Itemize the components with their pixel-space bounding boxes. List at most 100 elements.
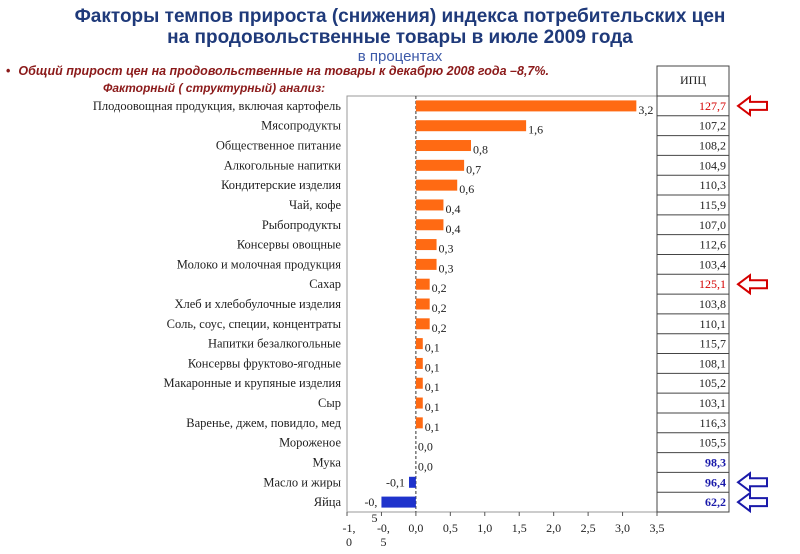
value-label: 5 [371,511,377,525]
value-label: -0, [364,495,377,509]
ipc-value: 103,8 [699,297,726,311]
value-label: 3,2 [638,103,653,117]
category-label: Консервы фруктово-ягодные [188,356,342,370]
bar [415,417,423,429]
value-label: 0,8 [473,143,488,157]
x-tick-label: 0 [346,535,352,549]
ipc-table [656,65,730,513]
value-label: 0,1 [425,420,440,434]
ipc-value: 107,2 [699,119,726,133]
chart-title-line-1: Факторы темпов прироста (снижения) индек… [74,6,726,27]
blue-arrow-left-icon [736,491,768,514]
category-label: Соль, соус, специи, концентраты [167,317,342,331]
ipc-value: 107,0 [699,218,726,232]
x-tick-label: -0, [377,521,390,535]
x-tick-label: -1, [343,521,356,535]
category-label: Сахар [309,277,341,291]
bar [415,318,430,330]
value-label: 0,0 [418,459,433,473]
value-label: -0,1 [386,475,405,489]
value-label: 0,1 [425,341,440,355]
bar [415,100,637,112]
x-tick-label: 3,5 [650,521,665,535]
category-label: Хлеб и хлебобулочные изделия [174,297,341,311]
bar [409,476,416,488]
arrow-shape [736,94,768,117]
value-label: 0,1 [425,400,440,414]
ipc-value: 105,5 [699,436,726,450]
ipc-value: 127,7 [699,99,726,113]
bar [415,219,444,231]
x-tick-label: 5 [380,535,386,549]
category-label: Общественное питание [216,139,342,153]
category-label: Варенье, джем, повидло, мед [186,416,341,430]
ipc-value: 108,1 [699,356,726,370]
arrow-shape [736,491,768,514]
bar [415,338,423,350]
bar [415,199,444,211]
category-label: Масло и жиры [263,475,341,489]
ipc-header: ИПЦ [680,73,706,87]
bar [415,377,423,389]
ipc-value: 125,1 [699,277,726,291]
bar [415,239,437,251]
bar [381,496,416,508]
ipc-value: 98,3 [705,455,726,469]
red-arrow-left-icon [736,94,768,117]
ipc-value: 103,1 [699,396,726,410]
bullet-icon: • [6,64,11,78]
bar [415,120,527,132]
plot-frame [346,95,658,513]
bar [415,278,430,290]
category-label: Плодоовощная продукция, включая картофел… [93,99,341,113]
x-tick-label: 0,5 [443,521,458,535]
value-label: 0,2 [432,301,447,315]
note-text: Общий прирост цен на продовольственные н… [18,64,549,78]
category-label: Мука [313,455,342,469]
value-label: 0,3 [439,261,454,275]
ipc-value: 116,3 [699,416,726,430]
chart-title-line-2: на продовольственные товары в июле 2009 … [167,27,633,48]
category-label: Кондитерские изделия [221,178,341,192]
bar [415,140,471,152]
value-label: 0,2 [432,321,447,335]
ipc-value: 103,4 [699,257,726,271]
category-label: Консервы овощные [237,238,342,252]
value-label: 0,3 [439,242,454,256]
category-label: Алкогольные напитки [224,158,342,172]
ipc-value: 115,9 [699,198,726,212]
x-tick-label: 1,5 [512,521,527,535]
value-label: 0,1 [425,360,440,374]
bar [415,397,423,409]
arrow-shape [736,273,768,296]
x-tick-label: 2,5 [581,521,596,535]
factor-analysis-label: Факторный ( структурный) анализ: [103,81,326,95]
chart-subtitle: в процентах [357,48,443,65]
note-line: • Общий прирост цен на продовольственные … [6,64,549,78]
category-label: Мороженое [279,436,341,450]
red-arrow-left-icon [736,273,768,296]
category-label: Молоко и молочная продукция [177,257,341,271]
category-label: Мясопродукты [261,119,341,133]
ipc-value: 110,1 [699,317,726,331]
x-tick-label: 0,0 [408,521,423,535]
ipc-value: 62,2 [705,495,726,509]
value-label: 0,4 [445,202,460,216]
value-label: 0,7 [466,162,481,176]
category-label: Напитки безалкогольные [208,337,341,351]
bar [415,159,465,171]
value-label: 0,0 [418,440,433,454]
category-label: Макаронные и крупяные изделия [164,376,342,390]
value-label: 1,6 [528,123,543,137]
ipc-value: 112,6 [699,238,726,252]
ipc-value: 96,4 [705,475,726,489]
ipc-value: 108,2 [699,139,726,153]
x-tick-label: 2,0 [546,521,561,535]
ipc-value: 105,2 [699,376,726,390]
category-label: Яйца [314,495,342,509]
bar [415,298,430,310]
bar [415,357,423,369]
x-tick-label: 3,0 [615,521,630,535]
blue-arrow-left-icon [736,471,768,494]
